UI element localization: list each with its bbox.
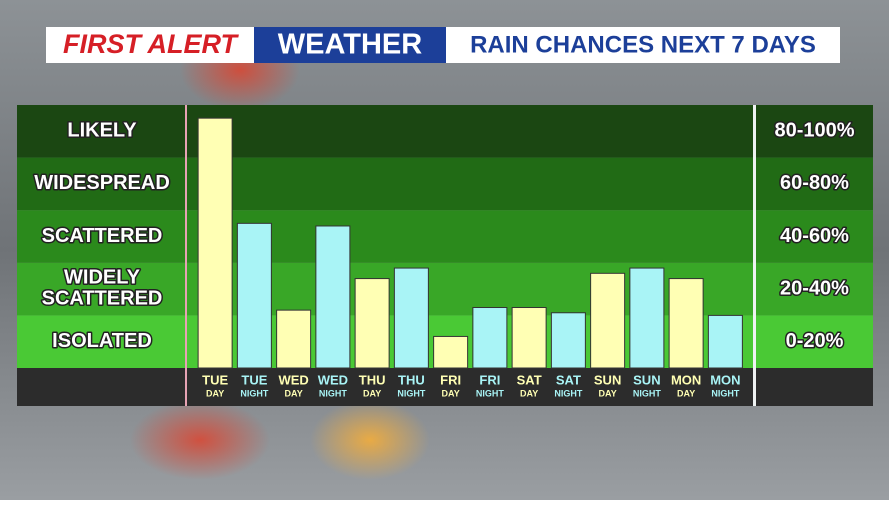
band-range-label: 60-80% (780, 172, 849, 194)
band (17, 262, 873, 316)
x-tick-sublabel: NIGHT (240, 388, 269, 398)
x-tick-label: TUE (202, 372, 228, 387)
header-weather-box (254, 27, 446, 63)
x-tick-sublabel: DAY (363, 388, 381, 398)
x-tick-sublabel: NIGHT (633, 388, 662, 398)
band-label: ISOLATED (52, 330, 152, 352)
bar (354, 278, 390, 369)
band-label: LIKELY (67, 120, 137, 142)
band-label: WIDESPREAD (34, 172, 170, 194)
x-tick-label: SUN (594, 372, 621, 387)
band (17, 157, 873, 211)
x-tick-label: THU (398, 372, 425, 387)
x-tick-label: TUE (241, 372, 267, 387)
x-tick-sublabel: DAY (206, 388, 224, 398)
x-tick-sublabel: DAY (520, 388, 538, 398)
bar (511, 307, 547, 369)
bar (629, 267, 665, 369)
x-tick-label: SUN (633, 372, 660, 387)
x-axis-row (17, 368, 873, 406)
x-tick-sublabel: NIGHT (554, 388, 583, 398)
x-tick-sublabel: DAY (677, 388, 695, 398)
x-tick-label: WED (278, 372, 308, 387)
x-tick-sublabel: DAY (285, 388, 303, 398)
x-tick-label: WED (318, 372, 348, 387)
background-light (310, 400, 430, 480)
x-tick-label: FRI (479, 372, 500, 387)
x-tick-sublabel: DAY (442, 388, 460, 398)
bar (472, 307, 508, 369)
band-range-label: 80-100% (774, 120, 854, 142)
header-weather: WEATHER (278, 29, 423, 61)
band-label: SCATTERED (42, 225, 163, 247)
header-brand-box (46, 27, 254, 63)
bar (276, 309, 312, 369)
x-tick-label: SAT (517, 372, 542, 387)
band-range-label: 20-40% (780, 277, 849, 299)
x-tick-label: THU (359, 372, 386, 387)
x-tick-label: SAT (556, 372, 581, 387)
band-range-label: 0-20% (786, 330, 844, 352)
x-tick-label: MON (671, 372, 701, 387)
bar (668, 278, 704, 369)
x-tick-label: MON (710, 372, 740, 387)
header-brand: FIRST ALERT (63, 29, 240, 59)
x-tick-sublabel: NIGHT (476, 388, 505, 398)
bar (550, 312, 586, 369)
bar (433, 335, 469, 369)
band (17, 105, 873, 158)
bar (197, 117, 233, 369)
bar (707, 314, 743, 369)
plot-divider (753, 105, 756, 406)
chart-title: RAIN CHANCES NEXT 7 DAYS (470, 31, 816, 58)
x-tick-label: FRI (440, 372, 461, 387)
x-tick-sublabel: NIGHT (711, 388, 740, 398)
plot-divider (185, 105, 187, 406)
band (17, 210, 873, 263)
x-tick-sublabel: NIGHT (319, 388, 348, 398)
x-tick-sublabel: DAY (599, 388, 617, 398)
bar (236, 222, 272, 369)
band-range-label: 40-60% (780, 225, 849, 247)
bar (393, 267, 429, 369)
band-label: WIDELY SCATTERED (42, 267, 163, 310)
bar (590, 272, 626, 369)
background-light (130, 400, 270, 480)
header-title-box (446, 27, 840, 63)
bar (315, 225, 351, 369)
x-tick-sublabel: NIGHT (397, 388, 426, 398)
